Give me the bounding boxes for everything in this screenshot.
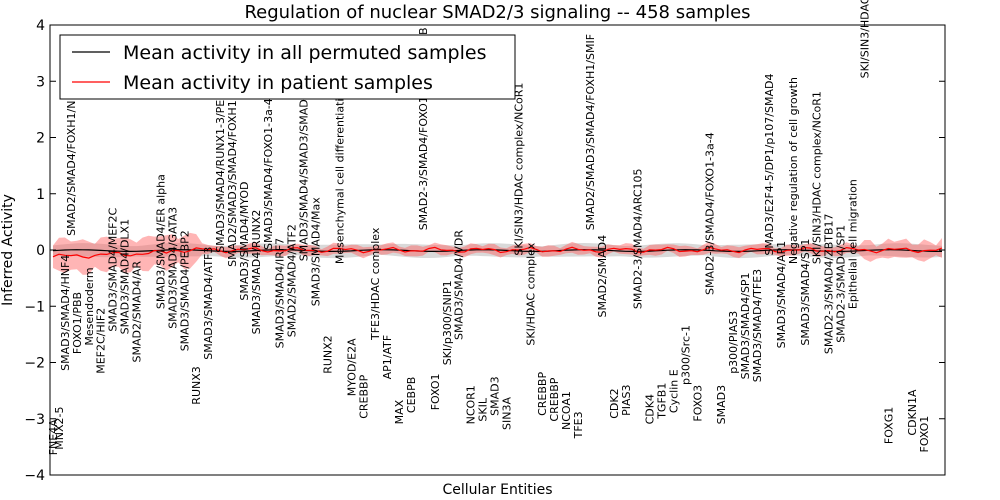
entity-label: SMAD2-3/SMAD4/FOXO1-3a-4 — [703, 132, 716, 295]
entity-label: CDK4 — [644, 394, 657, 424]
lines-layer — [52, 246, 943, 259]
y-tick-label: −2 — [24, 356, 45, 372]
entity-label: SKI/HDAC complex — [524, 242, 537, 345]
entity-label: SMAD3/SMAD4/SP1 — [799, 239, 812, 346]
entity-label: FOXG1 — [882, 407, 895, 444]
entity-label: SMAD3/SMAD4/SP1 — [739, 272, 752, 379]
entity-label: FOXO1 — [918, 416, 931, 453]
entity-label: TFE3 — [572, 411, 585, 439]
entity-label: SMAD3/SMAD4/ER alpha — [154, 174, 167, 309]
entity-label: MAX — [393, 399, 406, 424]
plot-frame — [49, 24, 946, 476]
entity-label: MNX2-5 — [53, 406, 66, 449]
entity-label: SMAD3/SMAD4/Max — [310, 197, 323, 307]
entity-label: SMAD3/SMAD4/FOXO1-3a-4/FOXG1 — [262, 57, 275, 250]
y-tick-label: 2 — [36, 131, 45, 147]
entity-label: AP1/ATF — [381, 335, 394, 380]
entity-label: SMAD3/SMAD4/SMAD3/SMAD4 — [298, 92, 311, 261]
entity-label: SIN3A — [500, 397, 513, 430]
legend-label: Mean activity in patient samples — [123, 72, 433, 94]
legend-box — [59, 34, 516, 100]
entity-label: SMAD3/SMAD4/VDR — [453, 230, 466, 340]
entity-label: SMAD3/SMAD4/TFE3 — [751, 269, 764, 382]
entity-label: SMAD3/SMAD4/IRF7 — [274, 238, 287, 349]
entity-label: CDK2 — [608, 388, 621, 418]
y-tick-label: −4 — [24, 468, 45, 484]
entity-label: CEBPB — [405, 377, 418, 413]
entity-label: Cyclin E — [668, 369, 681, 413]
y-axis-label: Inferred Activity — [0, 194, 16, 306]
entity-labels-layer: FNE4AMNX2-5SMAD3/SMAD4/HNF4SMAD2/SMAD4/F… — [47, 0, 931, 455]
chart-title: Regulation of nuclear SMAD2/3 signaling … — [244, 2, 750, 23]
ticks-layer: 4 3 2 1 0 −1 −2 −3 −4 — [24, 18, 945, 484]
patient-mean-line — [52, 246, 943, 259]
entity-label: Mesendoderm — [83, 267, 96, 345]
entity-label: Epithelial cell migration — [847, 179, 860, 309]
entity-label: MEF2C/HIF2 — [95, 308, 108, 374]
entity-label: SKIL — [477, 397, 490, 421]
entity-label: SMAD3/SMAD4/AP1 — [775, 241, 788, 349]
entity-label: SMAD2-3/SMAD4/SP1 — [835, 225, 848, 343]
entity-label: TGFB1 — [656, 383, 669, 420]
entity-label: Mesenchymal cell differentiation — [333, 85, 346, 264]
entity-label: SKI/SIN3/HDAC complex/NCoR1 — [811, 91, 824, 264]
entity-label: SKI/SIN3/HDAC complex/NCoR1 — [858, 0, 871, 78]
entity-label: SMAD3/SMAD4/ATF3 — [202, 247, 215, 360]
entity-label: SMAD2/SMAD4/AR — [131, 261, 144, 363]
entity-label: NCOR1 — [465, 385, 478, 424]
entity-label: MYOD/E2A — [345, 338, 358, 396]
entity-label: SMAD3/SMAD4/PEBP2 — [178, 230, 191, 351]
y-tick-label: 3 — [36, 74, 45, 90]
entity-label: SMAD3 — [489, 376, 502, 415]
entity-label: SMAD3/SMAD4/HNF4 — [59, 255, 72, 371]
entity-label: Negative regulation of cell growth — [787, 77, 800, 264]
legend: Mean activity in all permuted samples Mea… — [59, 34, 516, 100]
entity-label: SMAD2/SMAD3/SMAD4/FOXH1 — [226, 100, 239, 267]
entity-label: SMAD3/SMAD4/DLX1 — [119, 219, 132, 334]
patient-samples-band — [53, 232, 942, 275]
y-tick-label: 0 — [36, 243, 45, 259]
entity-label: SMAD3/E2F4-5/DP1/p107/SMAD4 — [763, 74, 776, 256]
entity-label: SMAD2/SMAD4 — [596, 235, 609, 318]
entity-label: SMAD3/SMAD4/RUNX2 — [250, 210, 263, 335]
entity-label: SKI/SIN3/HDAC complex/NCoR1 — [512, 83, 525, 256]
entity-label: SMAD2/SMAD4/ATF2 — [286, 224, 299, 337]
entity-label: FOXO3 — [691, 385, 704, 422]
entity-label: CREBBP — [548, 377, 561, 421]
entity-label: SMAD2-3/SMAD4/ZBTB17 — [823, 213, 836, 354]
entity-label: TFE3/HDAC complex — [369, 227, 382, 341]
entity-label: SMAD3 — [715, 385, 728, 424]
entity-label: FOXO1 — [429, 374, 442, 411]
entity-label: SMAD3/SMAD4/MYOD — [238, 182, 251, 301]
entity-label: NCOA1 — [560, 391, 573, 430]
entity-label: FOXO1/PBB — [71, 292, 84, 354]
y-tick-label: −3 — [24, 412, 45, 428]
y-tick-label: −1 — [24, 299, 45, 315]
entity-label: SKI/p300/SNIP1 — [441, 280, 454, 365]
entity-label: p300/PIAS3 — [727, 311, 740, 374]
y-tick-label: 1 — [36, 187, 45, 203]
entity-label: SMAD2-3/SMAD4/ARC105 — [632, 168, 645, 309]
entity-label: SMAD2/SMAD3/SMAD4/FOXH1/SMIF — [584, 34, 597, 230]
entity-label: CDKN1A — [906, 389, 919, 436]
entity-label: SMAD3/SMAD4/RUNX1-3/PEBPB2 — [214, 71, 227, 253]
legend-label: Mean activity in all permuted samples — [123, 42, 486, 64]
entity-label: CREBBP — [536, 372, 549, 416]
entity-label: RUNX2 — [322, 335, 335, 373]
entity-label: CREBBP — [357, 374, 370, 418]
entity-label: SMAD3/SMAD4/GATA3 — [166, 207, 179, 329]
entity-label: PIAS3 — [620, 385, 633, 416]
y-tick-label: 4 — [36, 18, 45, 34]
entity-label: SMAD2/SMAD4/FOXH1/NKX2-5 — [65, 68, 78, 236]
entity-label: p300/Src-1 — [679, 325, 692, 385]
entity-label: SMAD3/SMAD4/MEF2C — [107, 207, 120, 331]
entity-label: RUNX3 — [190, 366, 203, 404]
x-axis-label: Cellular Entities — [442, 482, 552, 498]
